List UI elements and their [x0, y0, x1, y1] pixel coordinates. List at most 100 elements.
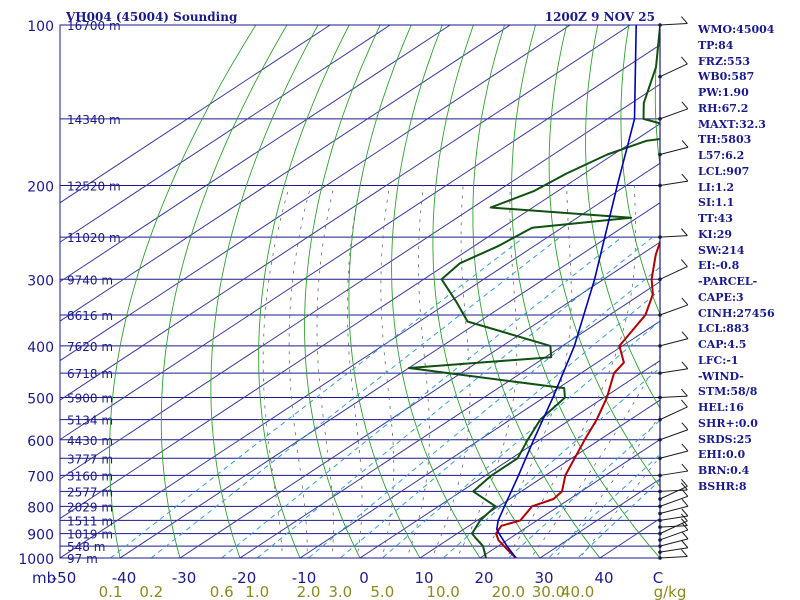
temperature-tick-label: 40: [594, 569, 613, 587]
mixing-ratio-line: [507, 419, 660, 558]
wind-barb: [659, 23, 688, 26]
mixing-ratio-tick-label: 0.6: [210, 583, 234, 600]
wind-barb: [659, 146, 689, 156]
index-row: SW:214: [698, 243, 745, 257]
index-row: LCL:883: [698, 322, 750, 336]
wind-barb: [659, 538, 689, 547]
wind-barb: [659, 429, 689, 441]
height-label: 2029 m: [67, 500, 113, 514]
chart-title: VH004 (45004) Sounding: [65, 10, 238, 24]
index-row: L57:6.2: [698, 149, 745, 162]
wind-barb-feather: [681, 16, 688, 24]
height-label: 4430 m: [67, 434, 113, 448]
mixing-ratio-line: [256, 236, 654, 558]
isotherm-line: [60, 25, 571, 362]
height-label: 1511 m: [67, 514, 113, 528]
dry-adiabat-line: [391, 25, 481, 558]
temperature-unit-label: C: [653, 569, 663, 587]
index-row: CINH:27456: [698, 306, 775, 320]
wind-barb: [659, 485, 688, 500]
mixing-ratio-line: [381, 320, 660, 558]
isotherm-line: [239, 281, 660, 558]
index-row: MAXT:32.3: [698, 117, 766, 131]
pressure-tick-label: 600: [27, 434, 54, 450]
pressure-tick-label: 200: [27, 179, 54, 195]
wind-barb: [659, 529, 689, 541]
height-label: 5134 m: [67, 414, 113, 428]
height-label: 14340 m: [67, 113, 121, 127]
wind-barb-feather: [681, 228, 688, 236]
isotherm-line: [359, 360, 660, 558]
wind-barb: [659, 235, 688, 238]
wind-barb: [659, 495, 689, 507]
height-label: 1019 m: [67, 528, 113, 542]
index-row: WB0:587: [698, 70, 755, 84]
isotherm-line: [60, 25, 451, 283]
isotherm-line: [60, 25, 631, 401]
wind-barb-feather: [681, 463, 689, 472]
mixing-ratio-line: [547, 453, 660, 558]
moist-adiabat-line: [346, 185, 363, 558]
pressure-tick-label: 1000: [18, 552, 54, 568]
wind-barb-feather: [681, 56, 688, 65]
plot-frame: [59, 24, 661, 559]
isotherm-line: [119, 202, 660, 558]
chart-subtitle: 1200Z 9 NOV 25: [545, 10, 655, 24]
isotherm-line: [60, 162, 660, 558]
wind-barb-feather: [681, 331, 689, 339]
height-label: 8616 m: [67, 309, 113, 323]
dry-adiabat-line: [160, 25, 288, 558]
mixing-ratio-tick-label: 1.0: [245, 583, 269, 600]
wind-barb: [659, 450, 689, 459]
index-row: EHI:0.0: [698, 448, 746, 462]
height-label: 5900 m: [67, 392, 113, 406]
index-row: SRDS:25: [698, 432, 752, 446]
index-row: BSHR:8: [698, 479, 747, 493]
mixing-ratio-unit-label: g/kg: [654, 583, 687, 600]
moist-adiabat-line: [380, 185, 395, 558]
index-row: EI:-0.8: [698, 259, 740, 273]
mixing-ratio-tick-label: 2.0: [297, 583, 321, 600]
isotherm-line: [179, 241, 660, 558]
index-row: SHR+:0.0: [698, 416, 758, 430]
wind-barb-feather: [681, 508, 689, 517]
mixing-ratio-tick-label: 0.2: [139, 583, 163, 600]
index-row: CAP:4.5: [698, 338, 747, 351]
wind-barb-feather: [681, 549, 688, 557]
mixing-ratio-tick-label: 3.0: [328, 583, 352, 600]
index-row: LFC:-1: [698, 353, 739, 367]
wind-barb-feather: [681, 388, 688, 397]
wind-barb: [659, 180, 688, 186]
pressure-tick-label: 300: [27, 273, 54, 289]
isotherm-line: [60, 44, 660, 441]
index-row: -PARCEL-: [698, 275, 758, 288]
wind-barb-feather: [681, 518, 688, 526]
mixing-ratio-tick-label: 0.1: [99, 583, 123, 600]
wind-barb-feather: [681, 173, 689, 182]
wind-barb-feather: [681, 443, 689, 452]
temperature-tick-label: 10: [414, 569, 433, 587]
temperature-tick-label: -50: [52, 569, 77, 587]
moist-adiabat-line: [456, 185, 518, 558]
dry-adiabat-line: [548, 25, 660, 488]
index-row: TP:84: [698, 38, 734, 52]
parcel-profile-line: [496, 25, 637, 558]
mixing-ratio-tick-label: 40.0: [561, 583, 594, 600]
index-row: PW:1.90: [698, 86, 749, 99]
wind-barb-feather: [681, 139, 689, 148]
index-row: SI:1.1: [698, 196, 735, 210]
dry-adiabat-line: [432, 25, 541, 558]
isotherm-line: [299, 320, 660, 558]
isotherm-line: [60, 25, 511, 322]
wind-barb-feather: [681, 540, 689, 549]
temperature-tick-label: -40: [112, 569, 137, 587]
wind-barb-feather: [681, 498, 689, 507]
temperature-tick-label: 0: [359, 569, 369, 587]
moist-adiabat-line: [481, 185, 572, 558]
height-label: 11020 m: [67, 231, 121, 245]
height-label: 2577 m: [67, 485, 113, 499]
mixing-ratio-line: [109, 236, 525, 558]
mixing-ratio-line: [339, 289, 660, 558]
index-row: LCL:907: [698, 164, 750, 178]
